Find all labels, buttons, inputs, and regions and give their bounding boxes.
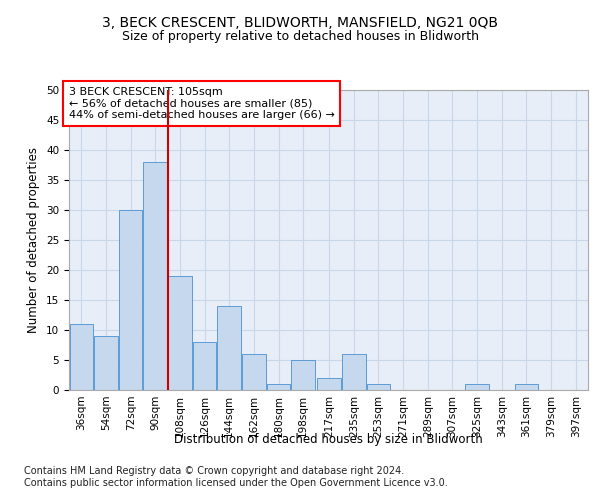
Text: Size of property relative to detached houses in Blidworth: Size of property relative to detached ho… <box>121 30 479 43</box>
Text: 3 BECK CRESCENT: 105sqm
← 56% of detached houses are smaller (85)
44% of semi-de: 3 BECK CRESCENT: 105sqm ← 56% of detache… <box>69 87 335 120</box>
Y-axis label: Number of detached properties: Number of detached properties <box>28 147 40 333</box>
Text: 3, BECK CRESCENT, BLIDWORTH, MANSFIELD, NG21 0QB: 3, BECK CRESCENT, BLIDWORTH, MANSFIELD, … <box>102 16 498 30</box>
Bar <box>466 384 489 390</box>
Bar <box>143 162 167 390</box>
Bar <box>70 324 93 390</box>
Bar <box>317 378 341 390</box>
Bar <box>217 306 241 390</box>
Bar <box>267 384 290 390</box>
Text: Contains HM Land Registry data © Crown copyright and database right 2024.: Contains HM Land Registry data © Crown c… <box>24 466 404 476</box>
Bar <box>367 384 390 390</box>
Bar <box>342 354 365 390</box>
Bar <box>119 210 142 390</box>
Bar <box>94 336 118 390</box>
Text: Distribution of detached houses by size in Blidworth: Distribution of detached houses by size … <box>175 432 483 446</box>
Text: Contains public sector information licensed under the Open Government Licence v3: Contains public sector information licen… <box>24 478 448 488</box>
Bar <box>193 342 217 390</box>
Bar <box>168 276 191 390</box>
Bar <box>515 384 538 390</box>
Bar <box>292 360 315 390</box>
Bar <box>242 354 266 390</box>
